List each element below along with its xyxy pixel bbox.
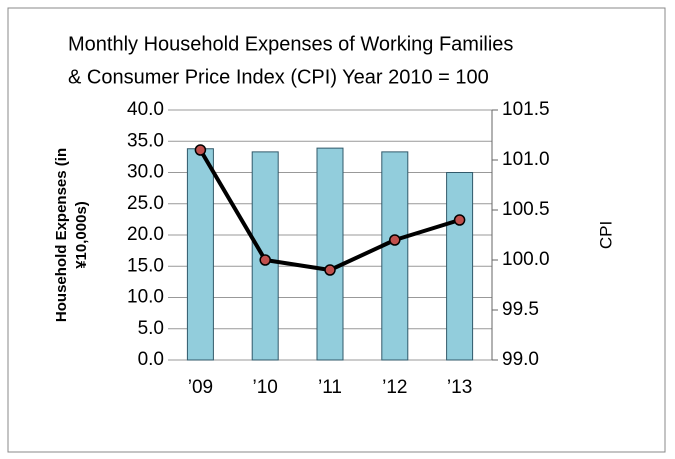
chart-subtitle: & Consumer Price Index (CPI) Year 2010 =… (68, 66, 489, 88)
y-tick-label: 10.0 (127, 287, 164, 308)
y2-tick-label: 101.5 (502, 99, 550, 120)
y-axis-label: Household Expenses (in ¥10,000s) (53, 148, 90, 322)
bar (316, 147, 344, 361)
cpi-marker (324, 264, 336, 276)
y-tick-label: 20.0 (127, 224, 164, 245)
y2-tick-label: 100.0 (502, 249, 550, 270)
y2-tick-label: 101.0 (502, 149, 550, 170)
bar (381, 151, 409, 361)
x-tick-label: ’09 (188, 377, 213, 398)
x-tick-label: ’11 (318, 377, 342, 398)
x-tick-label: ’10 (253, 377, 278, 398)
y-tick-label: 40.0 (127, 99, 164, 120)
cpi-marker (389, 234, 401, 246)
x-tick-label: ’12 (382, 377, 407, 398)
bar (446, 172, 474, 361)
y-tick-label: 25.0 (127, 193, 164, 214)
bar (186, 148, 214, 361)
y2-tick-label: 99.5 (502, 299, 539, 320)
chart-title: Monthly Household Expenses of Working Fa… (68, 33, 513, 55)
y-tick-label: 15.0 (127, 255, 164, 276)
cpi-marker (194, 144, 207, 156)
y-tick-label: 0.0 (138, 349, 164, 370)
y2-tick-label: 100.5 (502, 199, 550, 220)
cpi-marker (259, 254, 271, 266)
y-tick-label: 5.0 (138, 318, 164, 339)
y2-axis-label: CPI (596, 221, 615, 249)
y2-tick-label: 99.0 (502, 349, 539, 370)
x-tick-label: ’13 (447, 377, 472, 398)
y-tick-label: 35.0 (127, 130, 164, 151)
cpi-marker (453, 214, 466, 226)
y-tick-label: 30.0 (127, 162, 164, 183)
